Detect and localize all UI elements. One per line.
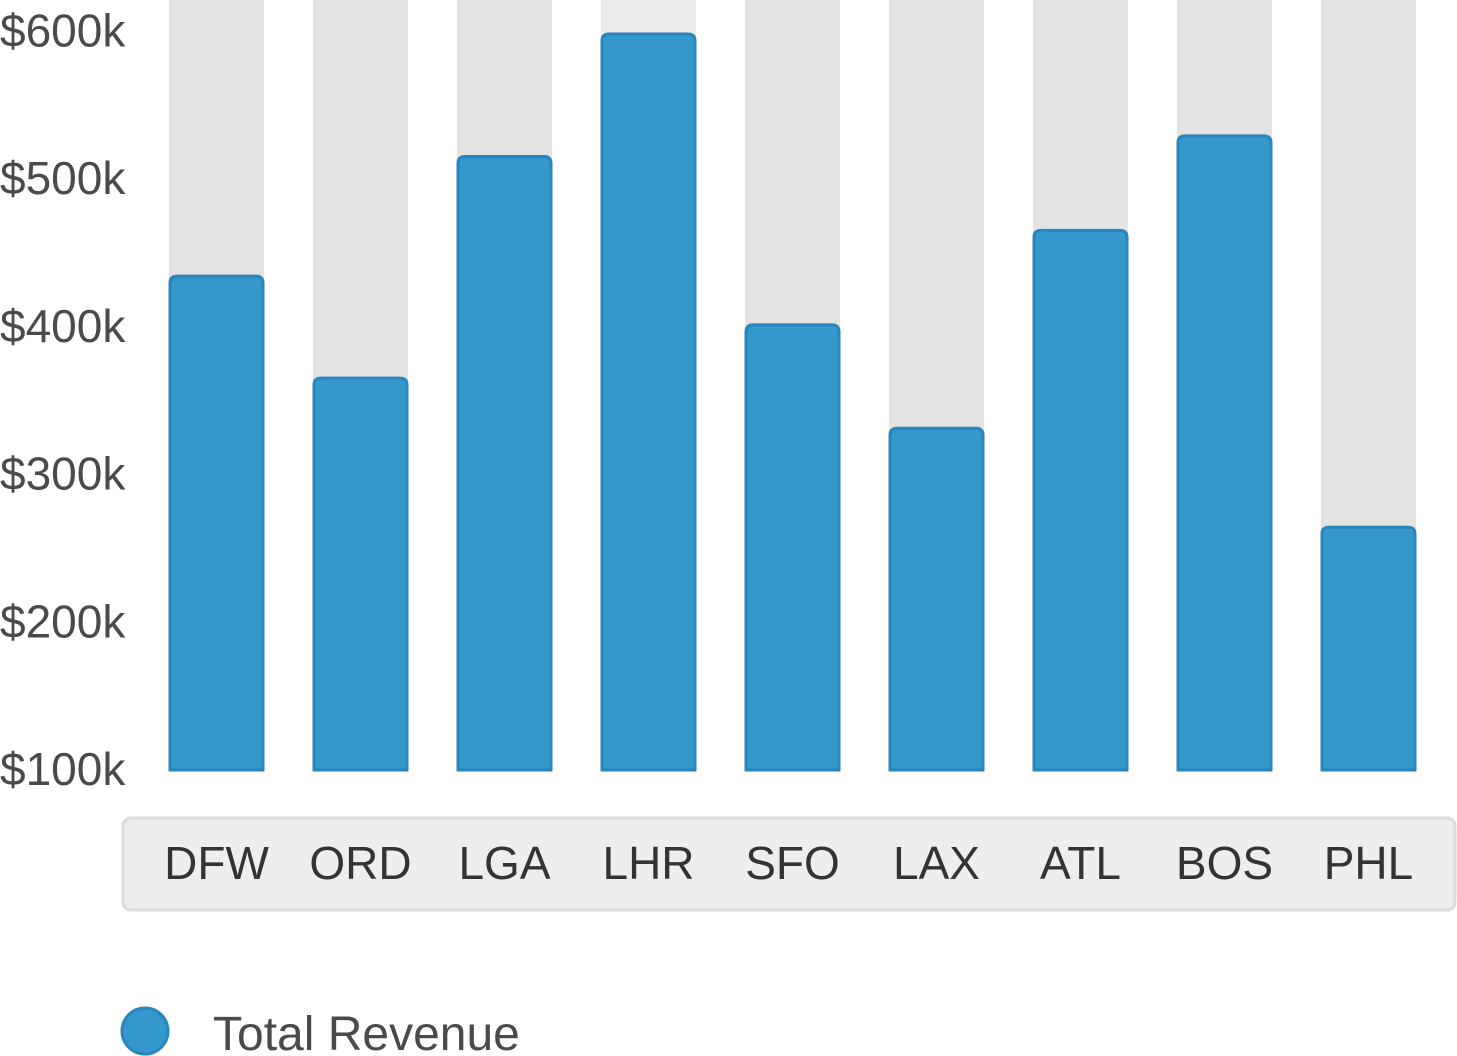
- bar-phl[interactable]: [1320, 525, 1417, 772]
- bar-lhr[interactable]: [600, 32, 697, 772]
- legend[interactable]: Total Revenue: [120, 1006, 520, 1056]
- y-tick-label: $200k: [0, 595, 126, 647]
- y-tick-label: $300k: [0, 448, 126, 500]
- x-tick-label: ATL: [1040, 837, 1121, 889]
- y-tick-label: $100k: [0, 743, 126, 795]
- bars: [168, 32, 1417, 772]
- x-tick-label: LHR: [602, 837, 694, 889]
- y-tick-label: $400k: [0, 300, 126, 352]
- y-tick-label: $500k: [0, 152, 126, 204]
- x-axis: DFW ORD LGA LHR SFO LAX ATL BOS PHL: [164, 837, 1413, 889]
- bar-lga[interactable]: [456, 155, 553, 772]
- bar-bos[interactable]: [1176, 134, 1273, 772]
- x-tick-label: LGA: [458, 837, 550, 889]
- bar-ord[interactable]: [312, 376, 409, 772]
- x-tick-label: SFO: [745, 837, 840, 889]
- y-axis: $100k $200k $300k $400k $500k $600k: [0, 5, 126, 795]
- x-tick-label: PHL: [1324, 837, 1413, 889]
- x-axis-box: [121, 816, 1457, 912]
- bar-sfo[interactable]: [744, 323, 841, 772]
- y-tick-label: $600k: [0, 5, 126, 57]
- bar-atl[interactable]: [1032, 228, 1129, 772]
- bar-dfw[interactable]: [168, 274, 265, 772]
- legend-swatch: [120, 1006, 170, 1056]
- x-tick-label: LAX: [893, 837, 980, 889]
- x-tick-label: BOS: [1176, 837, 1273, 889]
- legend-label: Total Revenue: [213, 1008, 520, 1056]
- x-tick-label: ORD: [309, 837, 411, 889]
- x-tick-label: DFW: [164, 837, 269, 889]
- bar-lax[interactable]: [888, 426, 985, 772]
